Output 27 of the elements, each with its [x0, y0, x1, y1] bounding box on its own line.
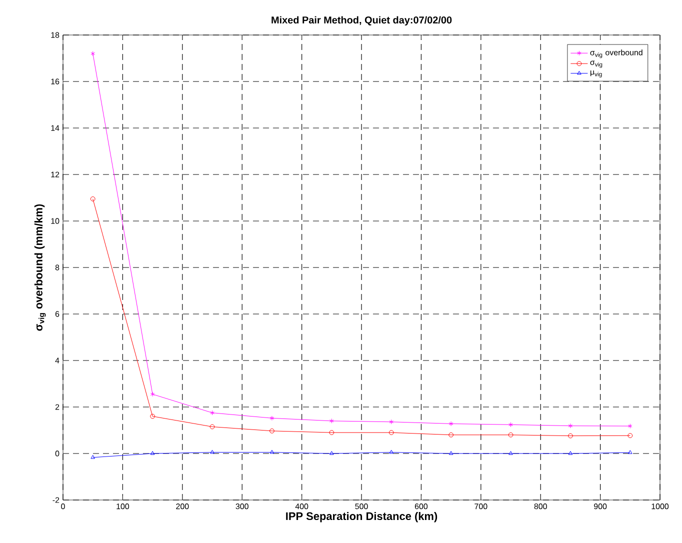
point	[508, 451, 513, 455]
point	[448, 451, 454, 455]
x-axis-title: IPP Separation Distance (km)	[286, 512, 438, 522]
point	[568, 451, 573, 455]
point	[329, 430, 334, 436]
point	[330, 451, 334, 455]
point	[270, 450, 274, 454]
point	[150, 451, 155, 455]
point	[150, 392, 155, 397]
point	[448, 432, 454, 438]
point	[568, 423, 573, 428]
point	[389, 419, 394, 424]
point	[330, 418, 334, 424]
chart-title: Mixed Pair Method, Quiet day:07/02/00	[272, 16, 452, 26]
point	[150, 414, 155, 419]
point	[210, 410, 214, 416]
y-axis-title: σ$_{vig}$ overbound (mm/km)	[34, 204, 46, 331]
point	[508, 432, 514, 438]
point	[448, 421, 454, 426]
point	[210, 424, 215, 430]
point	[568, 433, 573, 438]
point	[270, 416, 274, 421]
point	[388, 430, 394, 436]
point	[270, 428, 274, 434]
point	[508, 422, 513, 428]
point	[389, 450, 394, 454]
point	[210, 450, 214, 454]
